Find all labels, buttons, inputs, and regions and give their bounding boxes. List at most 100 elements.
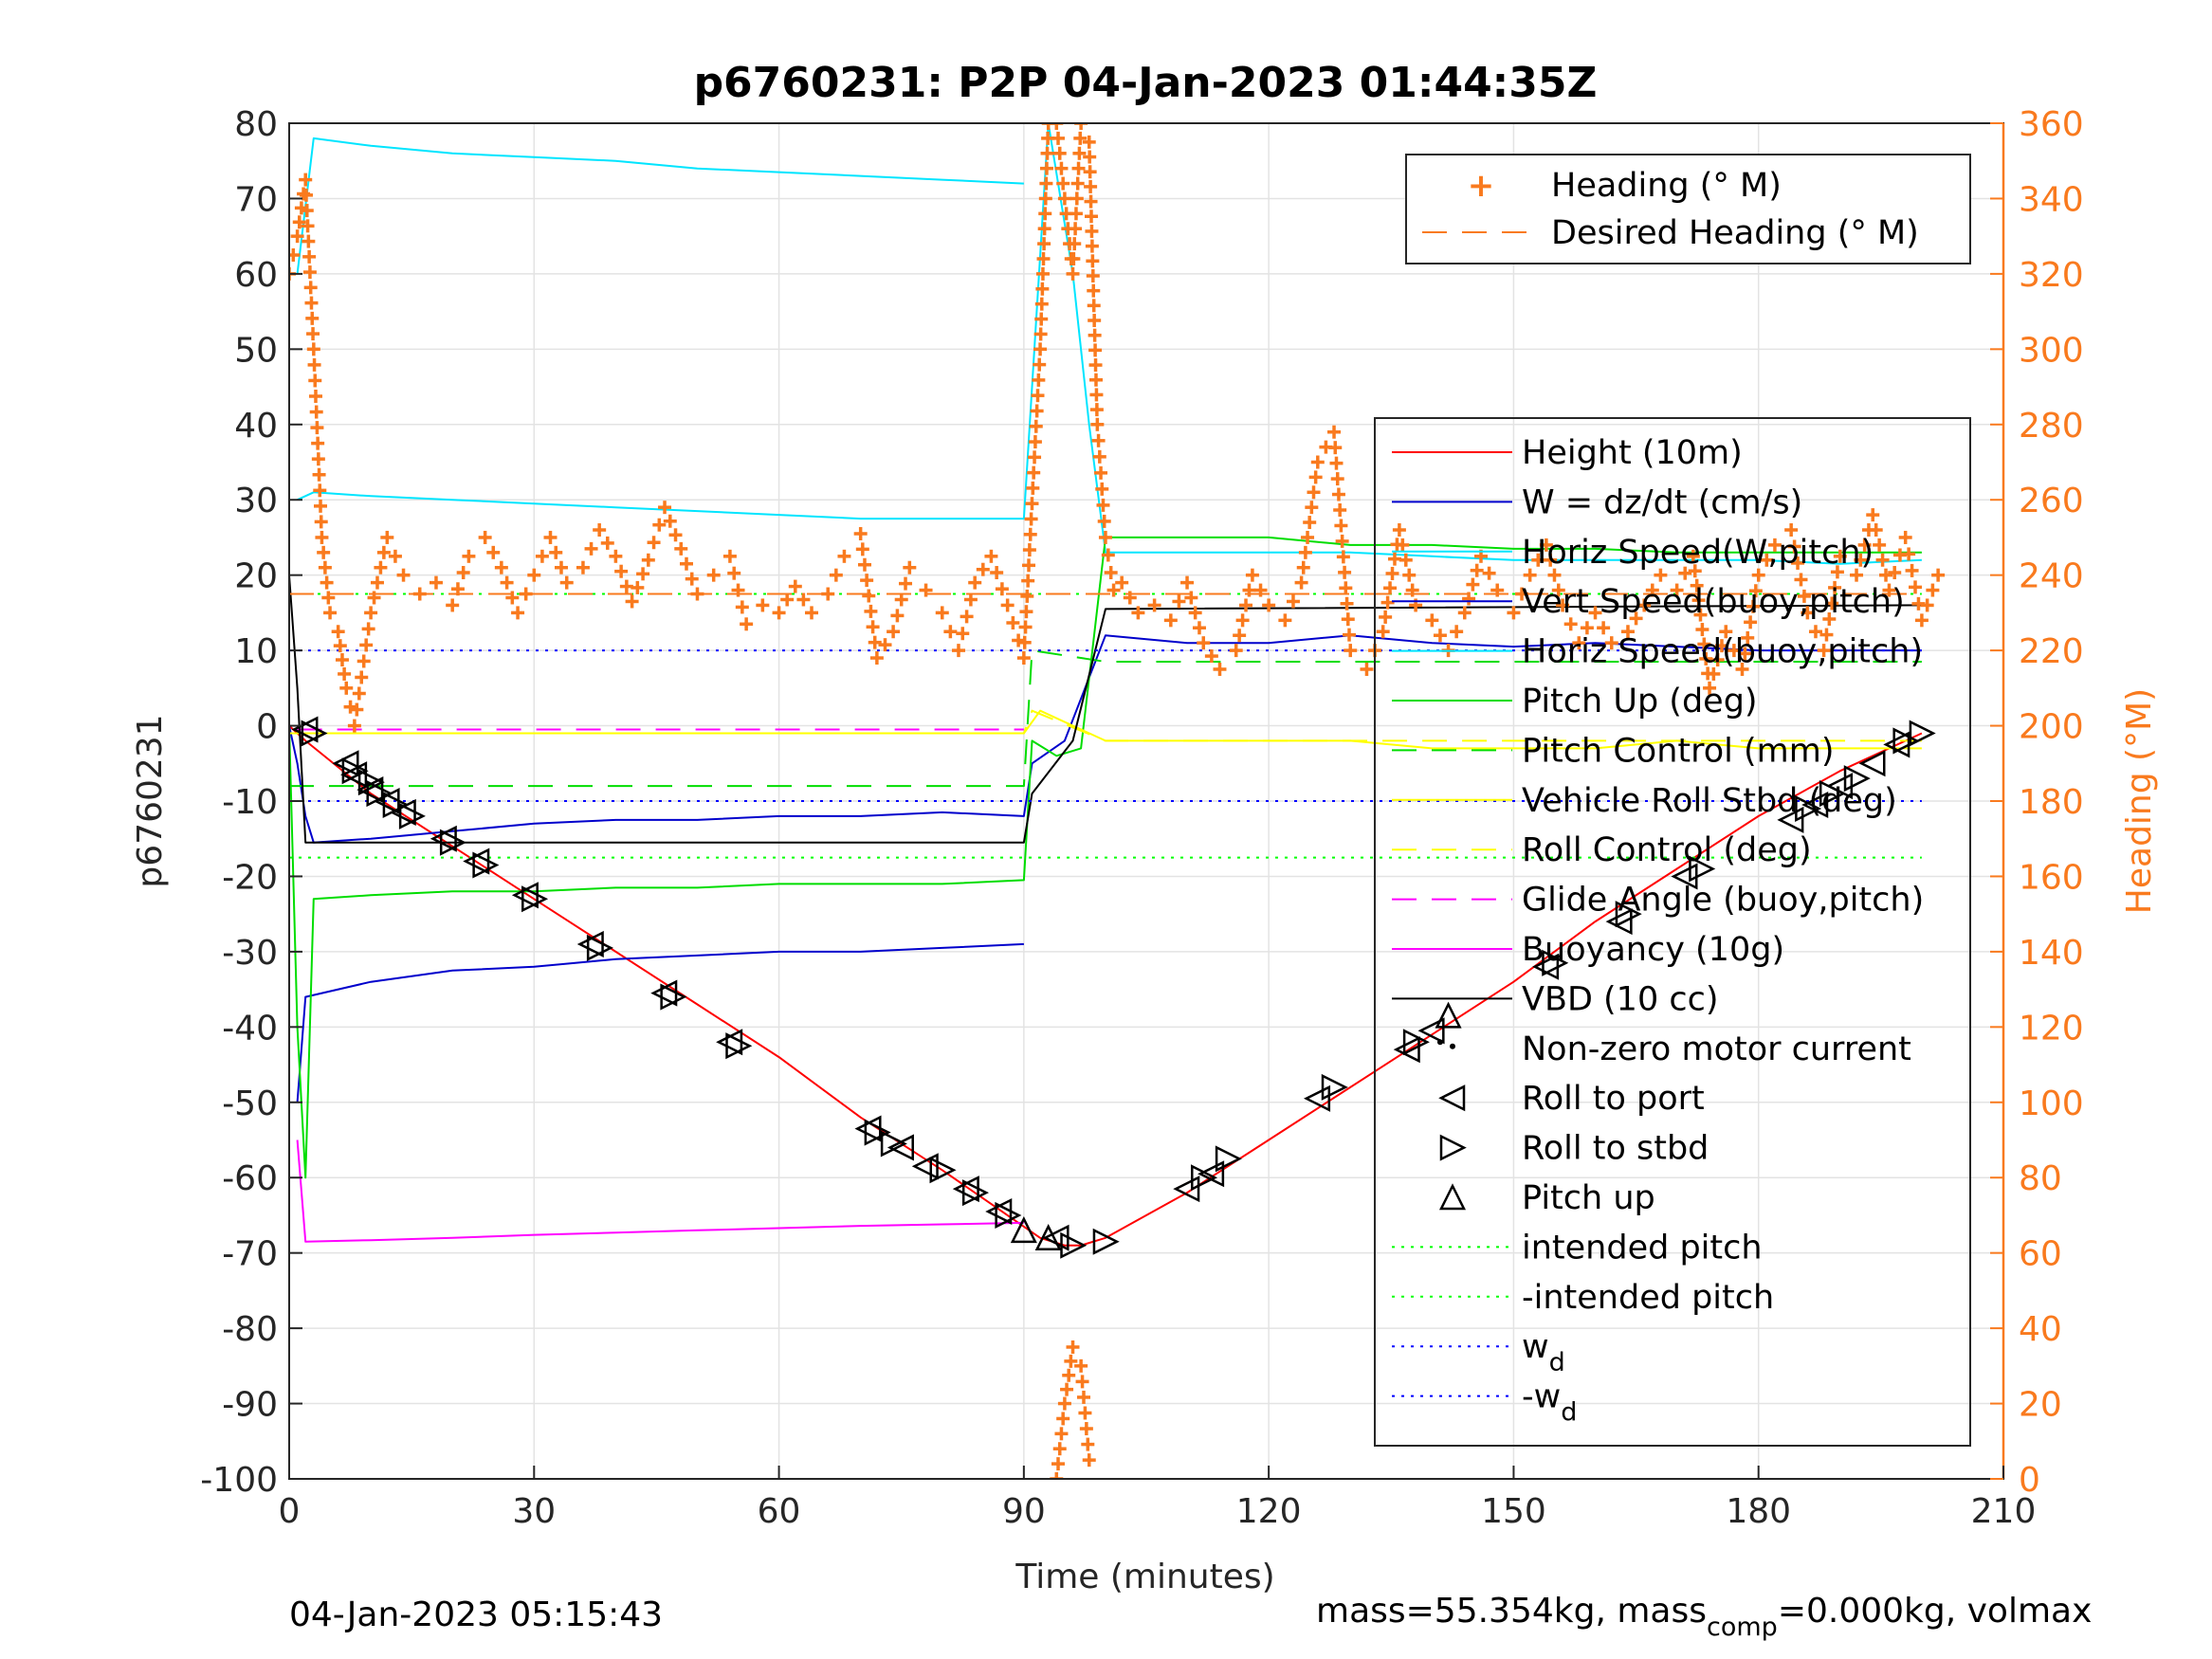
legend-label-text-16: intended pitch [1522, 1229, 1763, 1267]
heading-point [1507, 606, 1521, 620]
heading-point [1875, 553, 1890, 567]
roll-stbd-marker [880, 1130, 907, 1158]
y2-tick-label: 20 [2019, 1386, 2062, 1425]
heading-point [1748, 584, 1763, 598]
heading-point [1029, 419, 1043, 433]
x-tick-label: 120 [1236, 1492, 1302, 1531]
heading-point [1330, 472, 1344, 486]
heading-point [1547, 568, 1562, 582]
heading-point [727, 566, 741, 580]
heading-point [1645, 583, 1659, 597]
legend-label-8: Roll Control (deg) [1522, 831, 1812, 869]
y-tick-label: -70 [222, 1235, 278, 1274]
y-tick-label: -60 [222, 1159, 278, 1198]
heading-point [1040, 146, 1054, 160]
roll-stbd-marker [1795, 794, 1822, 822]
y2-tick-label: 60 [2019, 1235, 2062, 1274]
heading-point [866, 620, 880, 634]
x-tick-label: 0 [279, 1492, 301, 1531]
heading-legend-marker: + [1468, 167, 1495, 205]
heading-point [1825, 596, 1839, 611]
heading-point [829, 568, 843, 582]
heading-point [963, 592, 978, 607]
heading-point [1334, 519, 1348, 533]
roll-stbd-marker [1843, 765, 1871, 793]
heading-legend-label-1: Desired Heading (° M) [1551, 214, 1919, 252]
roll-stbd-marker [341, 757, 369, 785]
heading-point [756, 598, 770, 612]
heading-point [1032, 373, 1046, 387]
heading-point [289, 248, 301, 263]
legend-symbol-12 [1450, 1043, 1455, 1049]
legend-label-text-13: Roll to port [1522, 1080, 1705, 1118]
y2-tick-label: 240 [2019, 557, 2084, 596]
heading-point [1083, 165, 1097, 179]
heading-point [636, 567, 650, 581]
heading-point [376, 545, 391, 559]
heading-point [1515, 587, 1529, 601]
legend-label-text-7: Vehicle Roll Stbd (deg) [1522, 782, 1897, 820]
heading-point [500, 575, 514, 590]
heading-point [1331, 487, 1345, 501]
heading-point [1697, 637, 1711, 651]
heading-point [1071, 161, 1086, 175]
heading-point [1082, 135, 1096, 149]
heading-point [663, 514, 677, 528]
heading-point [1604, 636, 1618, 650]
roll-stbd-marker [1909, 720, 1936, 747]
y2-tick-label: 180 [2019, 783, 2084, 822]
heading-point [339, 681, 354, 695]
heading-point [1066, 1340, 1080, 1354]
y2-tick-label: 320 [2019, 256, 2084, 295]
legend-label-text-17: -intended pitch [1522, 1279, 1774, 1317]
heading-point [855, 542, 869, 556]
legend-label-text-2: Horiz Speed(W,pitch) [1522, 534, 1874, 572]
heading-point [1016, 651, 1031, 665]
roll-stbd-marker [1615, 901, 1642, 928]
heading-point [1027, 465, 1041, 480]
heading-point [1034, 297, 1049, 311]
heading-point [320, 575, 334, 590]
heading-point [1360, 662, 1374, 676]
heading-point [1808, 625, 1822, 639]
heading-point [1101, 548, 1115, 562]
y2-tick-label: 40 [2019, 1310, 2062, 1349]
series-line-0 [289, 724, 1923, 1247]
legend-label-text-15: Pitch up [1522, 1179, 1655, 1217]
heading-point [1079, 1422, 1093, 1436]
heading-point [308, 389, 322, 403]
roll-stbd-marker [1542, 949, 1569, 976]
heading-point [652, 518, 667, 532]
heading-point [1073, 131, 1088, 145]
heading-point [1817, 644, 1831, 658]
heading-point [1286, 594, 1300, 609]
roll-stbd-marker [1892, 727, 1920, 755]
roll-stbd-marker [995, 1201, 1022, 1229]
heading-point [1050, 1472, 1064, 1479]
heading-point [303, 281, 318, 295]
heading-point [1076, 1390, 1090, 1404]
legend-label-text-18: w [1522, 1328, 1549, 1366]
heading-point [593, 523, 607, 537]
y-tick-label: 70 [234, 180, 278, 219]
legend-label-text-10: Buoyancy (10g) [1522, 931, 1784, 969]
heading-point [446, 598, 460, 612]
heading-point [1336, 550, 1350, 564]
heading-point [333, 639, 347, 653]
roll-stbd-marker [1191, 1164, 1218, 1192]
heading-point [576, 560, 590, 574]
heading-point [1038, 191, 1052, 206]
roll-stbd-marker [382, 791, 410, 818]
heading-point [412, 587, 427, 601]
heading-point [1068, 237, 1082, 251]
heading-point [1020, 589, 1034, 603]
x-axis-label: Time (minutes) [1015, 1558, 1274, 1596]
heading-legend: + Heading (° M) Desired Heading (° M) [1405, 154, 1971, 264]
heading-point [1024, 512, 1038, 526]
heading-point [1056, 1412, 1070, 1426]
heading-point [1022, 543, 1036, 557]
heading-point [1482, 566, 1496, 580]
heading-point [805, 606, 819, 620]
heading-point [1744, 615, 1758, 629]
y2-tick-label: 260 [2019, 482, 2084, 520]
